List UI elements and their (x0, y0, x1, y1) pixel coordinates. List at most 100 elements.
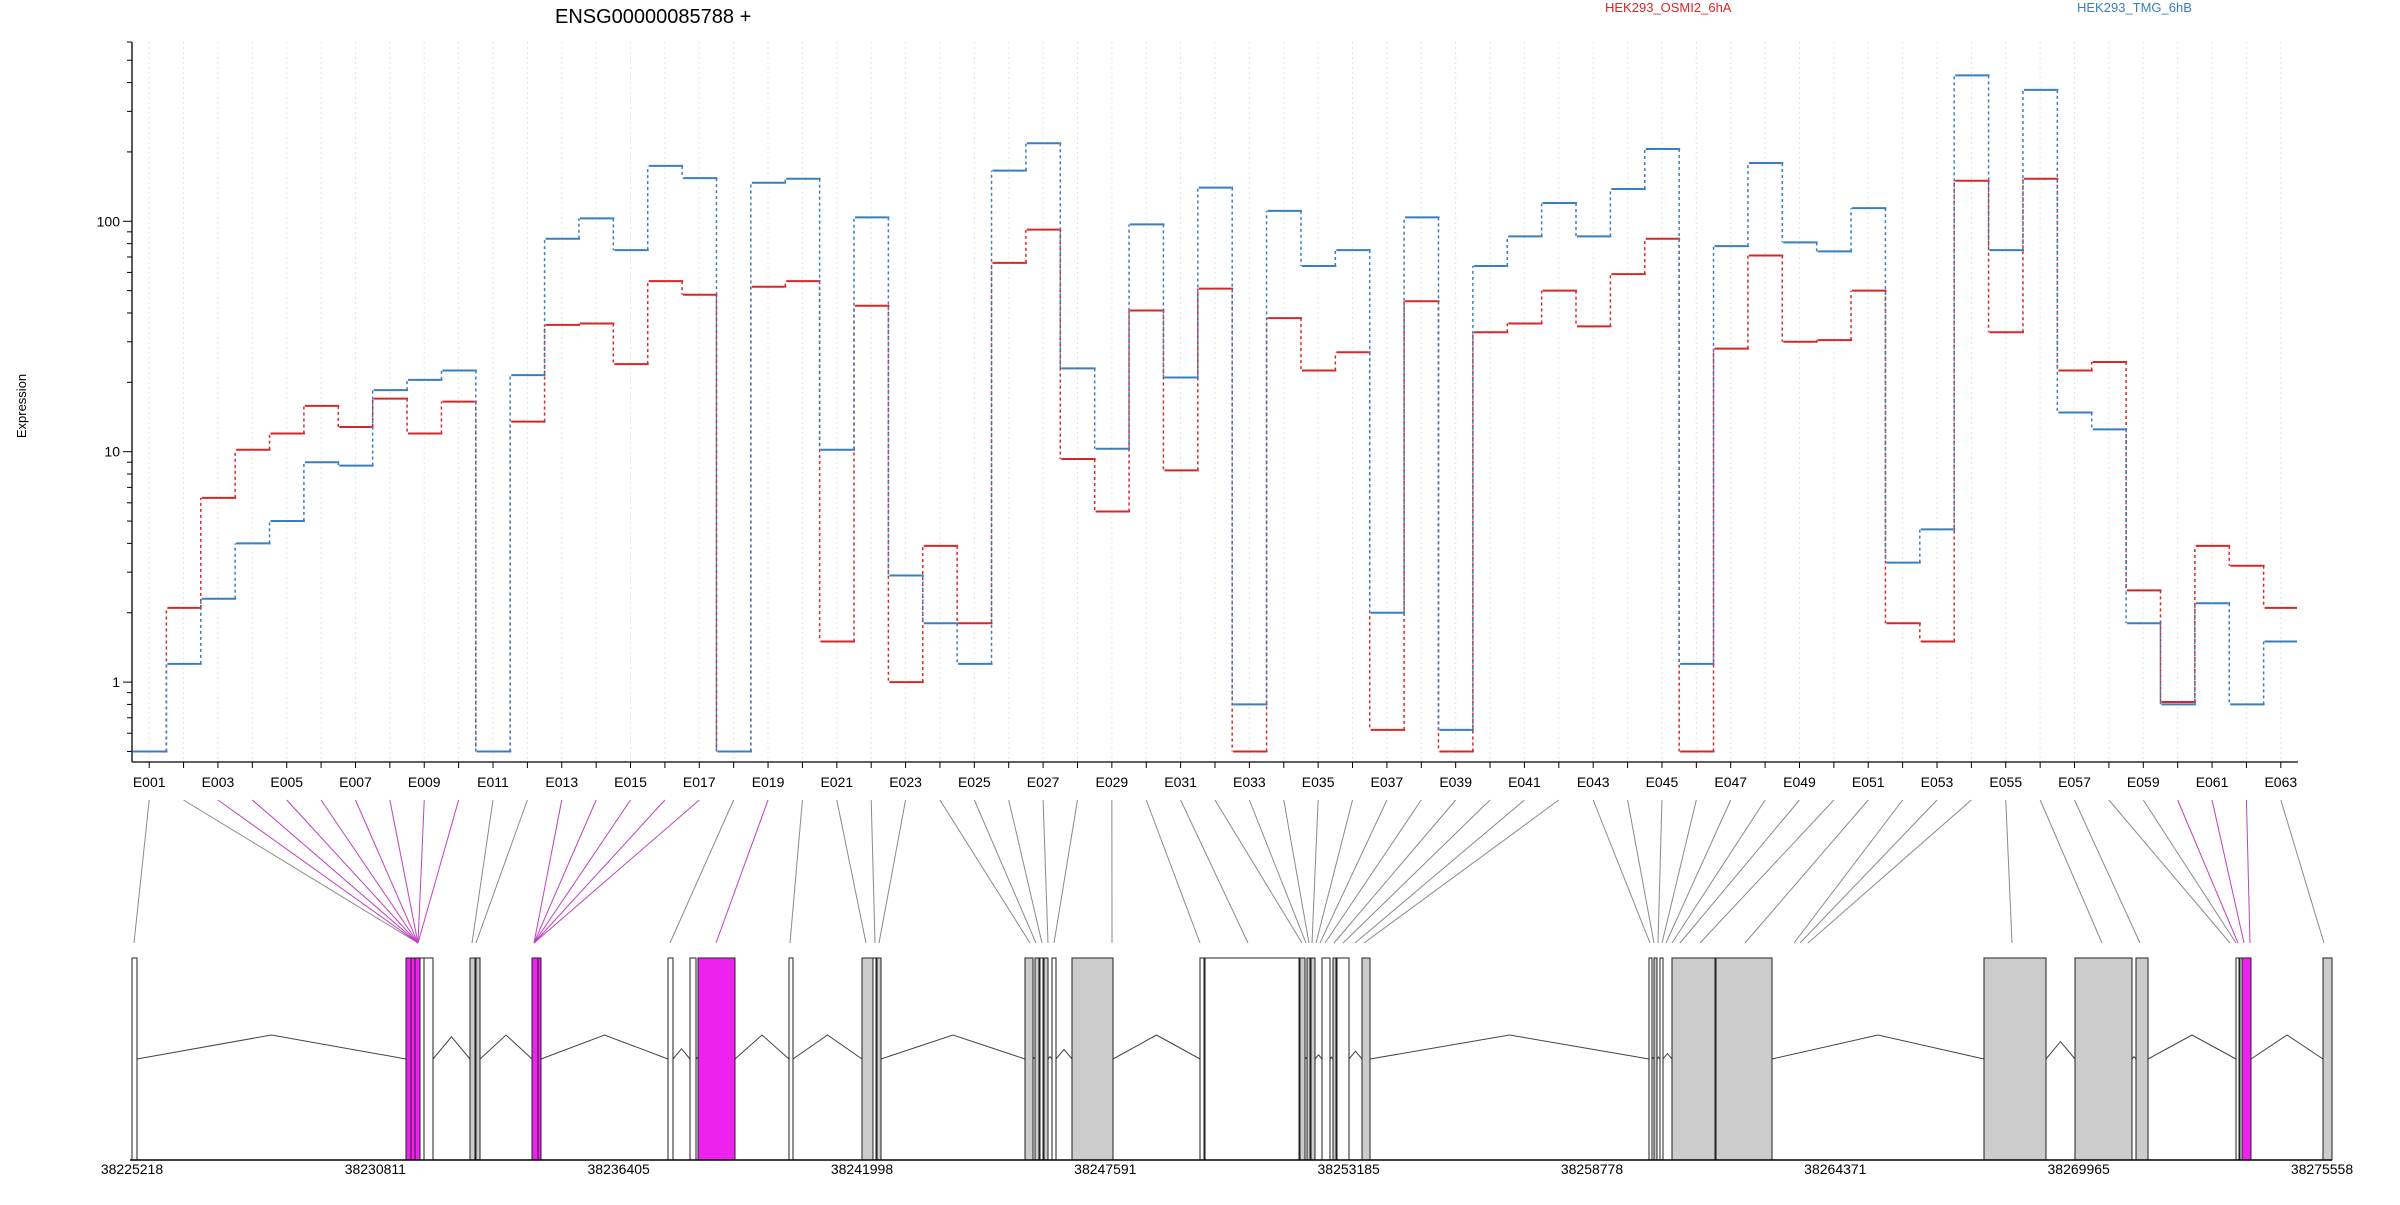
x-tick-label: E063 (2264, 774, 2297, 790)
exon-connector (1672, 800, 1765, 943)
y-tick-label: 1 (112, 674, 120, 690)
x-tick-label: E003 (202, 774, 235, 790)
exon-block (1362, 958, 1370, 1160)
intron-line (1048, 1057, 1052, 1059)
exon-connector (472, 800, 493, 943)
exon-block (411, 958, 415, 1160)
exon-connector (940, 800, 1030, 943)
exon-block (862, 958, 873, 1160)
exon-block (424, 958, 433, 1160)
legend-entry-series-2: HEK293_TMG_6hB (2077, 0, 2192, 15)
x-tick-label: E041 (1508, 774, 1541, 790)
genome-coordinate-label: 38253185 (1318, 1161, 1381, 1177)
y-tick-label: 10 (104, 444, 120, 460)
exon-block (538, 958, 541, 1160)
x-tick-label: E031 (1164, 774, 1197, 790)
exon-connector (871, 800, 875, 943)
intron-line (881, 1035, 1025, 1059)
exon-block (789, 958, 793, 1160)
exon-block (1337, 958, 1349, 1160)
exon-block (406, 958, 411, 1160)
intron-line (2148, 1035, 2236, 1059)
exon-connector (218, 800, 418, 943)
exon-connector (1700, 800, 1834, 943)
series-1 (133, 179, 2297, 752)
exon-connector (837, 800, 866, 943)
exon-block (1040, 958, 1043, 1160)
exon-connector (534, 800, 665, 943)
exon-connector (1745, 800, 1868, 943)
exon-connector-lines (134, 800, 2324, 943)
exon-connector (1054, 800, 1077, 943)
exon-connector (2178, 800, 2238, 943)
exon-block (420, 958, 424, 1160)
legend-entry-series-1: HEK293_OSMI2_6hA (1605, 0, 1732, 15)
exon-connector (1043, 800, 1048, 943)
exon-connector (1146, 800, 1200, 943)
intron-line (433, 1037, 470, 1059)
genome-coordinate-label: 38275558 (2291, 1161, 2354, 1177)
exon-connector (2143, 800, 2236, 943)
exon-block (698, 958, 735, 1160)
x-tick-label: E029 (1096, 774, 1129, 790)
exon-connector (1316, 800, 1353, 943)
exon-block (1200, 958, 1204, 1160)
intron-line (1113, 1035, 1200, 1059)
y-axis-label: Expression (14, 374, 29, 438)
exon-connector (790, 800, 802, 943)
exon-connector (418, 800, 424, 943)
genome-coordinate-label: 38258778 (1561, 1161, 1624, 1177)
exon-connector (1181, 800, 1248, 943)
exon-connector (2109, 800, 2230, 943)
exon-connector (1808, 800, 1971, 943)
x-tick-label: E035 (1302, 774, 1335, 790)
x-tick-label: E011 (477, 774, 509, 790)
intron-line (137, 1035, 406, 1059)
exon-block (1300, 958, 1305, 1160)
exon-block (1072, 958, 1113, 1160)
exon-connector (1794, 800, 1903, 943)
x-tick-label: E017 (683, 774, 716, 790)
genome-coordinate-label: 38236405 (588, 1161, 651, 1177)
exon-block (1333, 958, 1336, 1160)
intron-line (541, 1035, 668, 1059)
intron-line (673, 1049, 690, 1059)
exon-block (2236, 958, 2239, 1160)
x-tick-label: E051 (1852, 774, 1885, 790)
exon-block (1660, 958, 1663, 1160)
chart-title: ENSG00000085788 + (555, 6, 751, 28)
x-tick-label: E033 (1233, 774, 1266, 790)
exon-block (1205, 958, 1299, 1160)
exon-connector (2246, 800, 2250, 943)
x-tick-label: E059 (2127, 774, 2160, 790)
x-tick-label: E007 (339, 774, 372, 790)
exon-connector (879, 800, 906, 943)
intron-line (480, 1035, 532, 1059)
exon-block (476, 958, 480, 1160)
genome-coordinate-label: 38269965 (2048, 1161, 2111, 1177)
exon-block (1025, 958, 1033, 1160)
exon-connector (1343, 800, 1490, 943)
intron-line (2132, 1057, 2136, 1059)
x-tick-label: E037 (1371, 774, 1404, 790)
exon-connector (1312, 800, 1318, 943)
x-tick-label: E023 (889, 774, 922, 790)
exon-block (1307, 958, 1310, 1160)
exon-block (690, 958, 696, 1160)
intron-line (1663, 1054, 1672, 1059)
exon-connector (2040, 800, 2102, 943)
exon-connector (1355, 800, 1524, 943)
intron-line (2251, 1035, 2323, 1059)
genome-coordinate-label: 38225218 (101, 1161, 164, 1177)
x-tick-label: E055 (1989, 774, 2022, 790)
exon-connector (1658, 800, 1662, 943)
x-tick-label: E043 (1577, 774, 1610, 790)
x-tick-label: E019 (752, 774, 785, 790)
exon-block (1035, 958, 1039, 1160)
exon-connector (1662, 800, 1696, 943)
exon-block (2242, 958, 2251, 1160)
exon-connector (355, 800, 418, 943)
